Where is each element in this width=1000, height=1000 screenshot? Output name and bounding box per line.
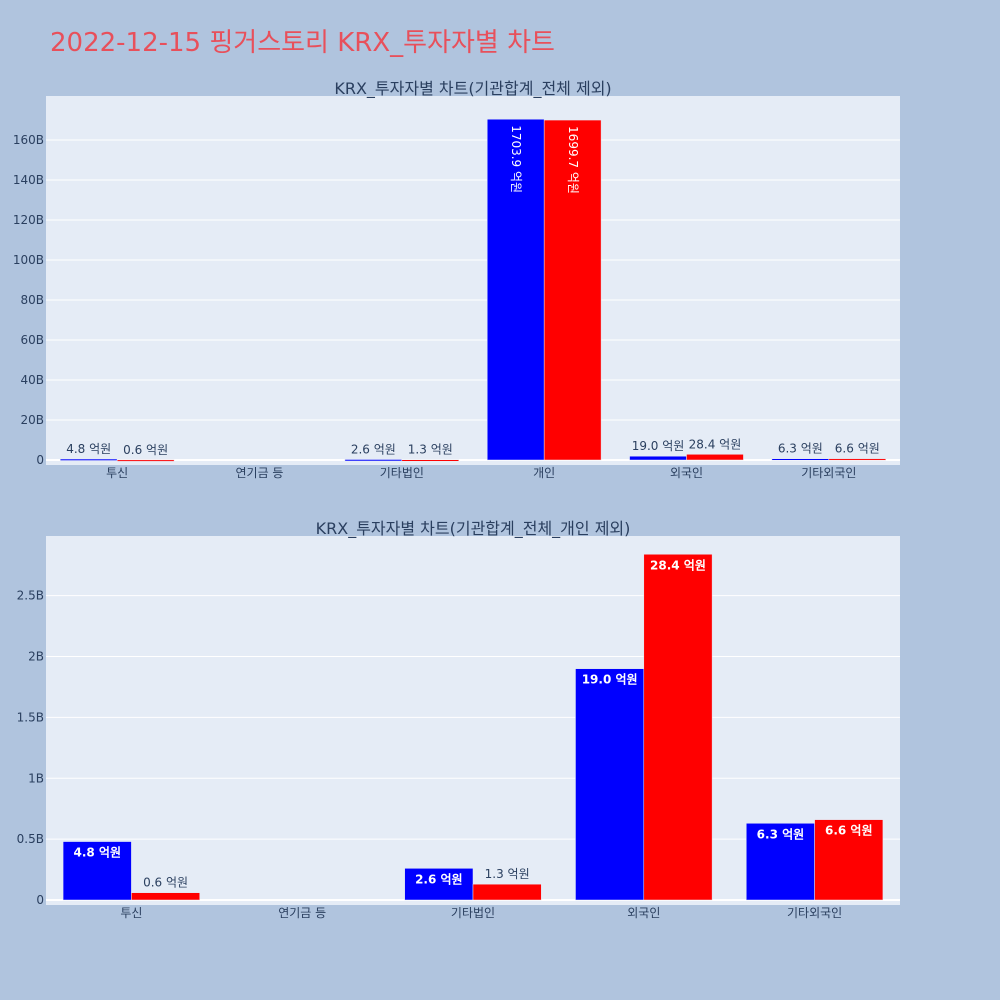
x-tick-label: 기타법인 bbox=[451, 906, 495, 920]
bar bbox=[814, 819, 884, 901]
y-tick-label: 2B bbox=[28, 650, 44, 664]
bar-value-label: 6.3 억원 bbox=[757, 827, 805, 841]
chart-bottom: 0 0.5B 1B 1.5B 2B 2.5B KRX_투자자별 차트(기관합계_전체_개인 … bbox=[17, 519, 900, 920]
bar-value-label: 6.3 억원 bbox=[778, 442, 823, 456]
bar bbox=[131, 892, 200, 901]
bar-value-label: 6.6 억원 bbox=[825, 824, 873, 838]
y-tick-label: 40B bbox=[20, 373, 44, 387]
chart-title: KRX_투자자별 차트(기관합계_전체 제외) bbox=[334, 79, 611, 99]
bar-value-label: 1.3 억원 bbox=[408, 443, 453, 457]
bar-value-label: 1699.7 억원 bbox=[566, 126, 580, 194]
y-tick-label: 0 bbox=[36, 893, 44, 907]
bar-value-label: 1703.9 억원 bbox=[509, 125, 523, 193]
y-tick-label: 2.5B bbox=[17, 589, 44, 603]
bar bbox=[771, 458, 830, 461]
y-tick-label: 0 bbox=[36, 453, 44, 467]
bar-value-label: 2.6 억원 bbox=[415, 872, 463, 886]
y-tick-label: 1B bbox=[28, 771, 44, 785]
y-tick-label: 120B bbox=[13, 213, 44, 227]
y-tick-label: 100B bbox=[13, 253, 44, 267]
bar bbox=[344, 459, 403, 462]
bar bbox=[746, 823, 815, 901]
bar bbox=[472, 883, 542, 901]
y-tick-label: 140B bbox=[13, 173, 44, 187]
y-tick-label: 60B bbox=[20, 333, 44, 347]
bar bbox=[828, 458, 887, 461]
bar bbox=[575, 668, 645, 901]
bar bbox=[686, 454, 744, 461]
plot-area bbox=[46, 96, 900, 465]
x-tick-label: 투신 bbox=[106, 466, 128, 480]
bar-value-label: 19.0 억원 bbox=[582, 673, 638, 687]
x-tick-label: 기타법인 bbox=[380, 466, 424, 480]
page-title: 2022-12-15 핑거스토리 KRX_투자자별 차트 bbox=[50, 28, 555, 58]
bar bbox=[643, 554, 713, 901]
chart-top: 0 20B 40B 60B 80B 100B 120B 140B 160B KRX_투자자별 차트… bbox=[13, 79, 900, 480]
bar-value-label: 28.4 억원 bbox=[689, 437, 742, 451]
bar bbox=[59, 458, 118, 461]
bar-value-label: 2.6 억원 bbox=[351, 442, 396, 456]
x-tick-label: 기타외국인 bbox=[787, 906, 842, 920]
y-tick-label: 1.5B bbox=[17, 710, 44, 724]
bar-value-label: 4.8 억원 bbox=[73, 846, 121, 860]
bar bbox=[543, 119, 602, 461]
bar bbox=[401, 459, 460, 462]
chart-title: KRX_투자자별 차트(기관합계_전체_개인 제외) bbox=[316, 519, 631, 539]
bar bbox=[116, 459, 175, 462]
x-tick-label: 기타외국인 bbox=[801, 466, 856, 480]
y-tick-label: 20B bbox=[20, 413, 44, 427]
x-tick-label: 외국인 bbox=[670, 466, 703, 480]
bar-value-label: 28.4 억원 bbox=[650, 558, 706, 572]
x-tick-label: 개인 bbox=[533, 466, 555, 480]
x-tick-label: 투신 bbox=[120, 906, 142, 920]
bar bbox=[629, 455, 687, 461]
bar-value-label: 1.3 억원 bbox=[485, 867, 530, 881]
bar-value-label: 0.6 억원 bbox=[123, 443, 168, 457]
bar-value-label: 0.6 억원 bbox=[143, 876, 188, 890]
bar-value-label: 4.8 억원 bbox=[66, 442, 111, 456]
bar bbox=[486, 118, 545, 461]
bar bbox=[62, 841, 132, 901]
bar bbox=[404, 868, 474, 901]
y-tick-label: 160B bbox=[13, 133, 44, 147]
bar-value-label: 19.0 억원 bbox=[632, 439, 685, 453]
bar-value-label: 6.6 억원 bbox=[835, 442, 880, 456]
x-tick-label: 외국인 bbox=[627, 906, 660, 920]
x-tick-label: 연기금 등 bbox=[278, 906, 326, 920]
y-tick-label: 80B bbox=[20, 293, 44, 307]
y-tick-label: 0.5B bbox=[17, 832, 44, 846]
x-tick-label: 연기금 등 bbox=[236, 466, 284, 480]
